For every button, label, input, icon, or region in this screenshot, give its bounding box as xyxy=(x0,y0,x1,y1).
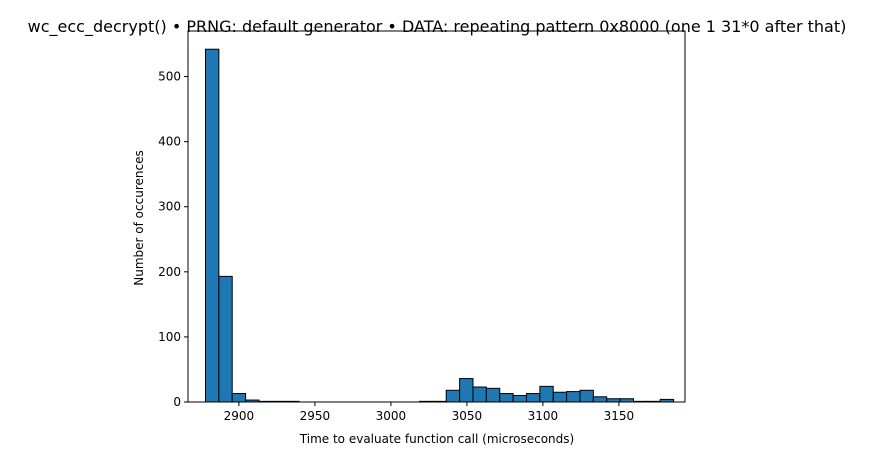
histogram-bar xyxy=(459,378,474,403)
histogram-bar xyxy=(592,396,608,403)
x-tick-label: 3050 xyxy=(452,409,483,423)
histogram-bar xyxy=(566,391,581,403)
x-axis-label: Time to evaluate function call (microsec… xyxy=(299,432,574,446)
x-axis-ticks: 2900 2950 3000 3050 3100 3150 xyxy=(224,402,635,423)
plot-frame xyxy=(187,30,686,403)
histogram-bar xyxy=(512,394,527,403)
histogram-bars xyxy=(204,48,675,403)
histogram-bar xyxy=(231,393,247,403)
y-tick-label: 300 xyxy=(158,200,181,214)
histogram-bar xyxy=(499,393,514,403)
x-tick-label: 3000 xyxy=(376,409,407,423)
histogram-bar xyxy=(218,275,233,403)
y-tick-label: 500 xyxy=(158,70,181,84)
y-tick-label: 0 xyxy=(173,395,181,409)
y-tick-label: 100 xyxy=(158,330,181,344)
y-axis-ticks: 0 100 200 300 400 500 xyxy=(158,70,188,409)
y-axis-label: Number of occurences xyxy=(132,150,146,285)
histogram-bar xyxy=(485,387,501,403)
y-tick-label: 200 xyxy=(158,265,181,279)
histogram-bar xyxy=(579,389,594,403)
histogram-bar xyxy=(525,393,541,403)
chart-title: wc_ecc_decrypt() • PRNG: default generat… xyxy=(28,17,847,37)
histogram-bar xyxy=(539,385,554,403)
histogram-bar xyxy=(552,391,568,403)
y-tick-label: 400 xyxy=(158,135,181,149)
x-tick-label: 2950 xyxy=(300,409,331,423)
histogram-bar xyxy=(445,389,461,403)
x-tick-label: 2900 xyxy=(224,409,255,423)
x-tick-label: 3100 xyxy=(528,409,559,423)
histogram-bar xyxy=(472,386,487,403)
x-tick-label: 3150 xyxy=(604,409,635,423)
histogram-bar xyxy=(204,48,220,403)
